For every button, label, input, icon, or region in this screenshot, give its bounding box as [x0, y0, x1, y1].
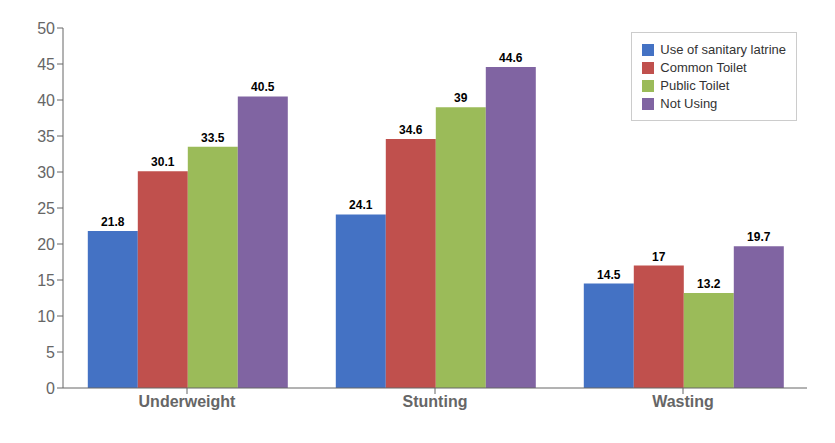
svg-text:25: 25: [37, 200, 55, 217]
svg-text:45: 45: [37, 56, 55, 73]
svg-text:14.5: 14.5: [597, 268, 621, 282]
html-text:Use of sanitary latrine: Use of sanitary latrine: [660, 42, 786, 57]
svg-text:19.7: 19.7: [747, 230, 771, 244]
svg-text:17: 17: [652, 250, 666, 264]
svg-text:34.6: 34.6: [399, 123, 423, 137]
svg-text:Wasting: Wasting: [652, 393, 714, 410]
svg-text:39: 39: [454, 91, 468, 105]
svg-text:20: 20: [37, 236, 55, 253]
svg-text:10: 10: [37, 308, 55, 325]
svg-text:15: 15: [37, 272, 55, 289]
html-text:Public Toilet: Public Toilet: [660, 78, 730, 93]
svg-text:40.5: 40.5: [251, 80, 275, 94]
svg-text:30.1: 30.1: [151, 155, 175, 169]
svg-text:Stunting: Stunting: [403, 393, 468, 410]
svg-text:21.8: 21.8: [101, 215, 125, 229]
svg-text:40: 40: [37, 92, 55, 109]
svg-text:13.2: 13.2: [697, 277, 721, 291]
html-text:Common Toilet: Common Toilet: [660, 60, 747, 75]
svg-text:50: 50: [37, 20, 55, 37]
svg-text:Underweight: Underweight: [139, 393, 237, 410]
svg-text:44.6: 44.6: [499, 51, 523, 65]
svg-text:0: 0: [46, 380, 55, 397]
html-text:Not Using: Not Using: [660, 96, 718, 111]
svg-text:24.1: 24.1: [349, 198, 373, 212]
svg-text:5: 5: [46, 344, 55, 361]
svg-text:30: 30: [37, 164, 55, 181]
svg-text:35: 35: [37, 128, 55, 145]
svg-text:33.5: 33.5: [201, 131, 225, 145]
